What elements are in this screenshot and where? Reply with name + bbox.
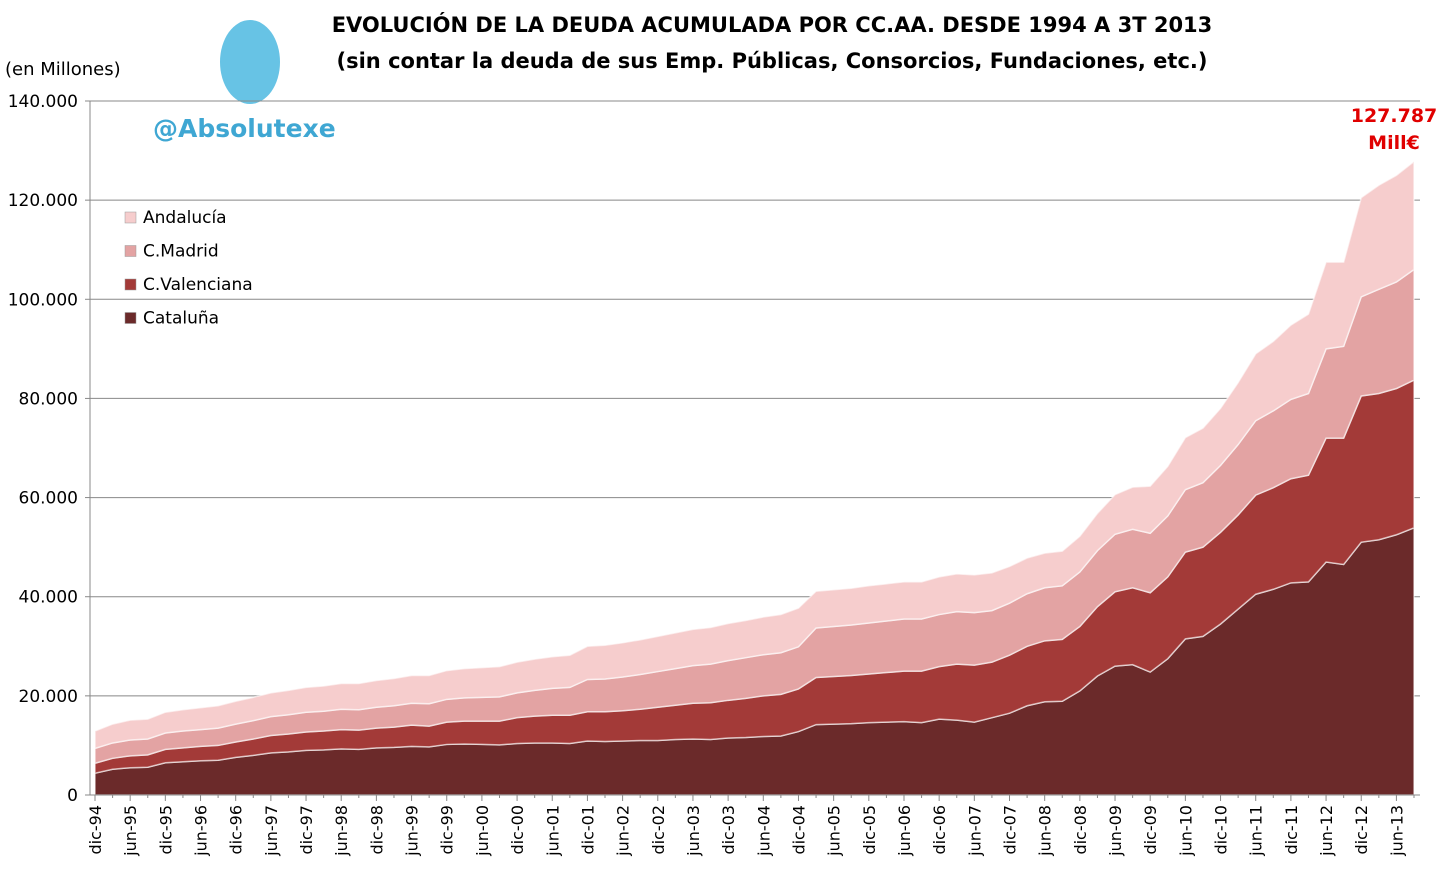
x-tick-label: dic-01	[578, 805, 597, 855]
x-tick-label: dic-02	[649, 805, 668, 855]
x-tick-label: dic-12	[1352, 805, 1371, 855]
annotation: Mill€	[1368, 132, 1420, 154]
x-tick-label: jun-04	[754, 805, 773, 857]
legend-label: Cataluña	[143, 309, 219, 329]
x-tick-label: jun-99	[403, 805, 422, 857]
x-tick-label: jun-05	[825, 805, 844, 857]
x-tick-label: jun-95	[121, 805, 140, 857]
legend-label: C.Valenciana	[143, 275, 253, 295]
y-tick-label: 100.000	[8, 290, 78, 310]
x-tick-label: jun-13	[1387, 805, 1406, 857]
logo	[220, 20, 280, 104]
area	[94, 159, 1415, 750]
x-tick-label: dic-07	[1001, 805, 1020, 855]
chart-title: EVOLUCIÓN DE LA DEUDA ACUMULADA POR CC.A…	[332, 12, 1213, 37]
y-tick-label: 60.000	[19, 489, 78, 509]
x-tick-label: jun-06	[895, 805, 914, 857]
x-tick-label: dic-10	[1212, 805, 1231, 855]
annotation: 127.787	[1351, 105, 1438, 127]
logo-shape	[220, 20, 280, 104]
x-tick-label: dic-95	[156, 805, 175, 855]
x-tick-label: dic-09	[1141, 805, 1160, 855]
legend-label: Andalucía	[143, 208, 227, 228]
y-tick-label: 20.000	[19, 687, 78, 707]
x-tick-label: jun-97	[262, 805, 281, 857]
x-tick-label: dic-99	[438, 805, 457, 855]
x-tick-label: dic-00	[508, 805, 527, 855]
x-tick-label: dic-96	[227, 805, 246, 855]
x-tick-label: jun-00	[473, 805, 492, 857]
y-tick-label: 140.000	[8, 92, 78, 112]
y-tick-label: 40.000	[19, 588, 78, 608]
x-tick-label: jun-96	[192, 805, 211, 857]
legend-swatch	[124, 278, 137, 291]
x-tick-label: dic-03	[719, 805, 738, 855]
x-tick-label: jun-09	[1106, 805, 1125, 857]
x-tick-label: jun-07	[965, 805, 984, 857]
x-tick-label: dic-11	[1282, 805, 1301, 855]
x-tick-label: dic-94	[86, 805, 105, 855]
y-tick-label: 120.000	[8, 191, 78, 211]
legend-swatch	[124, 312, 137, 324]
x-tick-label: jun-11	[1247, 805, 1266, 857]
watermark: @Absolutexe	[153, 114, 336, 143]
x-tick-label: dic-06	[930, 805, 949, 855]
x-tick-label: jun-02	[614, 805, 633, 857]
legend-swatch	[124, 245, 137, 257]
x-tick-label: dic-98	[367, 805, 386, 855]
y-tick-label: 80.000	[19, 389, 78, 409]
x-tick-label: jun-01	[543, 805, 562, 857]
chart-subtitle: (sin contar la deuda de sus Emp. Pública…	[337, 49, 1208, 73]
legend-label: C.Madrid	[143, 242, 219, 262]
x-tick-label: dic-04	[789, 805, 808, 855]
x-tick-label: jun-98	[332, 805, 351, 857]
legend-swatch	[124, 211, 137, 224]
x-tick-label: dic-97	[297, 805, 316, 855]
y-axis-label: (en Millones)	[5, 59, 121, 80]
x-tick-label: jun-03	[684, 805, 703, 857]
x-tick-label: dic-05	[860, 805, 879, 855]
y-tick-label: 0	[67, 786, 78, 806]
x-tick-label: dic-08	[1071, 805, 1090, 855]
x-tick-label: jun-08	[1036, 805, 1055, 857]
x-tick-label: jun-10	[1176, 805, 1195, 857]
x-tick-label: jun-12	[1317, 805, 1336, 857]
